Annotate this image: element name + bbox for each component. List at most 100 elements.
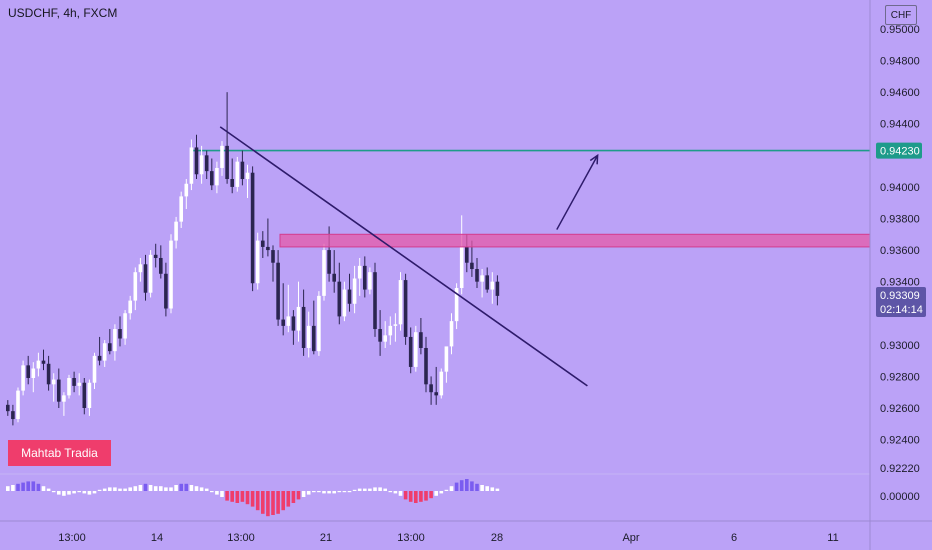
candle[interactable] [225, 92, 229, 184]
candle[interactable] [92, 352, 97, 390]
candle[interactable] [16, 387, 20, 423]
candle[interactable] [143, 254, 148, 301]
candle[interactable] [179, 191, 183, 228]
candle[interactable] [388, 316, 393, 345]
time-axis[interactable]: 13:00 14 13:00 21 13:00 28 Apr 6 11 [58, 532, 838, 544]
candle[interactable] [403, 273, 408, 345]
candle[interactable] [184, 179, 189, 210]
candle[interactable] [322, 243, 326, 301]
candle[interactable] [301, 289, 306, 356]
candle[interactable] [153, 243, 158, 268]
candle[interactable] [21, 360, 25, 396]
candle[interactable] [199, 145, 204, 184]
candle[interactable] [11, 404, 15, 426]
candle[interactable] [495, 275, 500, 306]
candle[interactable] [72, 371, 76, 393]
candle[interactable] [67, 374, 71, 399]
candle[interactable] [210, 158, 214, 191]
candle[interactable] [230, 158, 234, 194]
candle[interactable] [77, 373, 81, 396]
candle[interactable] [408, 327, 413, 374]
candle[interactable] [138, 257, 143, 282]
candle[interactable] [424, 336, 428, 393]
candle[interactable] [245, 164, 250, 198]
candle[interactable] [337, 262, 342, 325]
candle[interactable] [454, 283, 459, 330]
candle[interactable] [363, 256, 367, 298]
candle[interactable] [393, 313, 398, 342]
candle[interactable] [276, 250, 280, 326]
candle[interactable] [373, 262, 377, 337]
candle[interactable] [368, 267, 372, 295]
candle[interactable] [352, 265, 357, 314]
candle[interactable] [215, 161, 219, 194]
candle[interactable] [281, 283, 285, 336]
candle[interactable] [444, 346, 449, 383]
candle[interactable] [204, 150, 209, 180]
candle[interactable] [317, 291, 321, 356]
price-pane[interactable] [0, 0, 871, 472]
oscillator-pane[interactable] [6, 479, 500, 517]
currency-badge[interactable]: CHF [885, 5, 917, 25]
candle[interactable] [296, 281, 301, 342]
candle[interactable] [148, 250, 153, 298]
candle[interactable] [419, 317, 423, 355]
trendline[interactable] [219, 126, 588, 387]
candle[interactable] [383, 321, 387, 348]
candle[interactable] [312, 300, 316, 355]
candle[interactable] [133, 267, 138, 311]
price-axis[interactable]: 0.95000 0.94800 0.94600 0.94400 0.94000 0.938… [880, 24, 920, 475]
candle[interactable] [26, 355, 30, 385]
candle[interactable] [189, 139, 194, 191]
candle[interactable] [51, 373, 56, 402]
candle[interactable] [118, 316, 122, 347]
candle[interactable] [291, 310, 296, 345]
candle[interactable] [169, 234, 173, 314]
candle[interactable] [414, 325, 418, 372]
candle[interactable] [459, 215, 464, 295]
candle[interactable] [261, 231, 265, 258]
candle[interactable] [398, 272, 403, 331]
candle[interactable] [113, 324, 117, 361]
candle[interactable] [220, 141, 224, 176]
candle[interactable] [82, 377, 87, 415]
candle[interactable] [235, 156, 240, 192]
candle[interactable] [6, 400, 10, 416]
candle[interactable] [108, 329, 112, 355]
candle[interactable] [475, 257, 479, 288]
candle[interactable] [286, 284, 291, 333]
candle[interactable] [62, 392, 66, 416]
candle[interactable] [87, 379, 92, 416]
candle[interactable] [97, 336, 102, 366]
candle[interactable] [174, 216, 178, 249]
candle[interactable] [128, 295, 132, 320]
candle[interactable] [123, 310, 127, 345]
candle[interactable] [57, 368, 61, 408]
candle[interactable] [46, 355, 51, 391]
candle[interactable] [347, 273, 352, 312]
supply-zone[interactable] [279, 233, 871, 248]
candle[interactable] [271, 245, 275, 282]
candle[interactable] [342, 281, 347, 322]
candle[interactable] [31, 362, 36, 393]
candle[interactable] [164, 262, 168, 317]
candle[interactable] [490, 272, 495, 304]
candle[interactable] [41, 349, 46, 371]
candle[interactable] [159, 245, 163, 279]
candle[interactable] [429, 376, 433, 405]
candle[interactable] [434, 366, 438, 405]
candle[interactable] [102, 340, 107, 367]
candle[interactable] [194, 134, 199, 180]
candle[interactable] [480, 269, 484, 298]
candle[interactable] [306, 311, 311, 358]
projection-arrow[interactable] [556, 154, 599, 230]
candle[interactable] [449, 313, 454, 355]
candle[interactable] [240, 150, 245, 186]
candle[interactable] [266, 218, 270, 257]
candle[interactable] [439, 368, 444, 399]
candle[interactable] [378, 310, 382, 356]
candle[interactable] [332, 250, 336, 293]
candle[interactable] [485, 267, 489, 293]
candle[interactable] [255, 232, 260, 290]
